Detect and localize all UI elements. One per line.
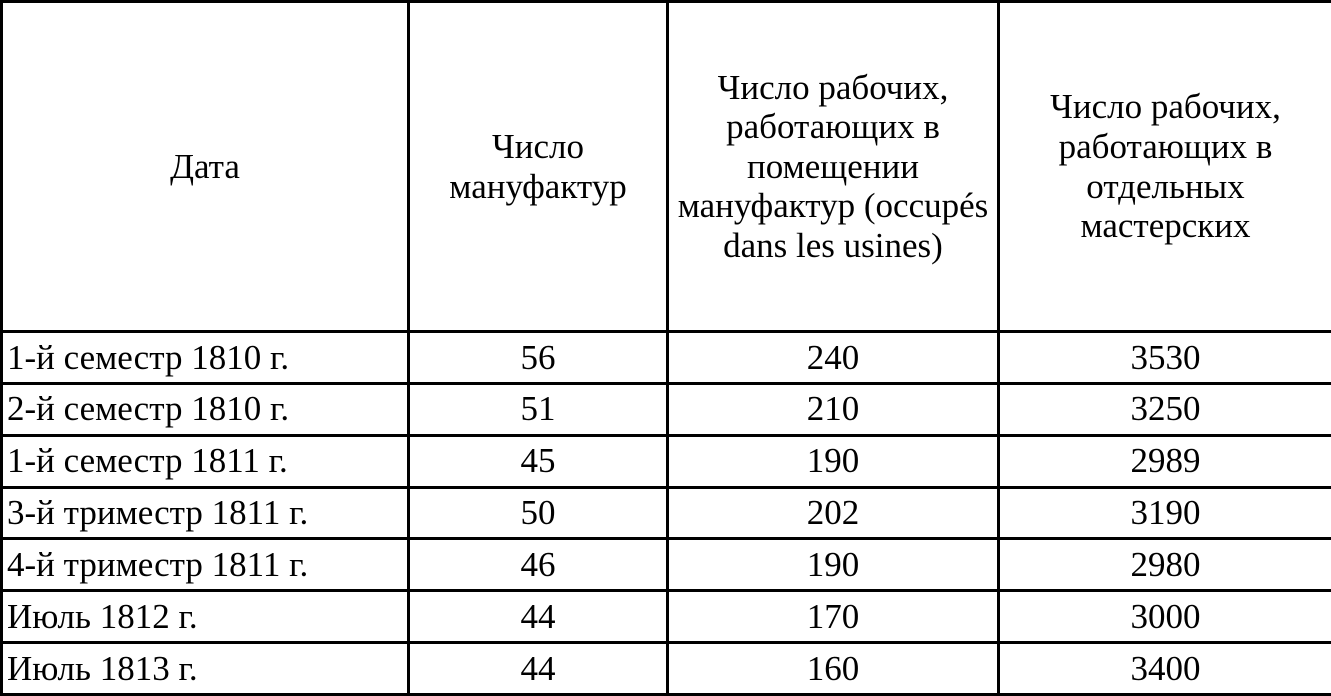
cell-date: Июль 1812 г. xyxy=(0,589,410,645)
cell-date: 4-й триместр 1811 г. xyxy=(0,537,410,593)
cell-manufactures: 46 xyxy=(407,537,669,593)
cell-workers-workshops: 3400 xyxy=(997,641,1331,696)
header-manufactures: Число мануфактур xyxy=(407,0,669,333)
table-row: Июль 1812 г. 44 170 3000 xyxy=(0,589,1331,645)
cell-workers-workshops: 2980 xyxy=(997,537,1331,593)
table-row: Июль 1813 г. 44 160 3400 xyxy=(0,641,1331,696)
header-workers-workshops: Число рабочих, работающих в отдельных ма… xyxy=(997,0,1331,333)
cell-workers-inside: 240 xyxy=(666,330,1000,385)
cell-date: Июль 1813 г. xyxy=(0,641,410,696)
table-row: 1-й семестр 1811 г. 45 190 2989 xyxy=(0,433,1331,489)
header-workers-inside: Число рабочих, работающих в помещении ма… xyxy=(666,0,1000,333)
cell-workers-inside: 210 xyxy=(666,381,1000,437)
cell-manufactures: 45 xyxy=(407,433,669,489)
cell-manufactures: 50 xyxy=(407,485,669,541)
table-row: 4-й триместр 1811 г. 46 190 2980 xyxy=(0,537,1331,593)
table-row: 2-й семестр 1810 г. 51 210 3250 xyxy=(0,381,1331,437)
cell-date: 3-й триместр 1811 г. xyxy=(0,485,410,541)
table-row: 3-й триместр 1811 г. 50 202 3190 xyxy=(0,485,1331,541)
cell-workers-inside: 190 xyxy=(666,433,1000,489)
cell-manufactures: 44 xyxy=(407,641,669,696)
cell-workers-inside: 160 xyxy=(666,641,1000,696)
cell-manufactures: 56 xyxy=(407,330,669,385)
cell-manufactures: 44 xyxy=(407,589,669,645)
cell-workers-workshops: 3530 xyxy=(997,330,1331,385)
cell-workers-inside: 202 xyxy=(666,485,1000,541)
cell-workers-inside: 170 xyxy=(666,589,1000,645)
header-date: Дата xyxy=(0,0,410,333)
cell-workers-workshops: 2989 xyxy=(997,433,1331,489)
cell-workers-inside: 190 xyxy=(666,537,1000,593)
cell-date: 1-й семестр 1810 г. xyxy=(0,330,410,385)
table-row: 1-й семестр 1810 г. 56 240 3530 xyxy=(0,330,1331,385)
cell-workers-workshops: 3190 xyxy=(997,485,1331,541)
cell-workers-workshops: 3250 xyxy=(997,381,1331,437)
cell-manufactures: 51 xyxy=(407,381,669,437)
cell-date: 2-й семестр 1810 г. xyxy=(0,381,410,437)
cell-workers-workshops: 3000 xyxy=(997,589,1331,645)
header-row: Дата Число мануфактур Число рабочих, раб… xyxy=(0,0,1331,333)
cell-date: 1-й семестр 1811 г. xyxy=(0,433,410,489)
